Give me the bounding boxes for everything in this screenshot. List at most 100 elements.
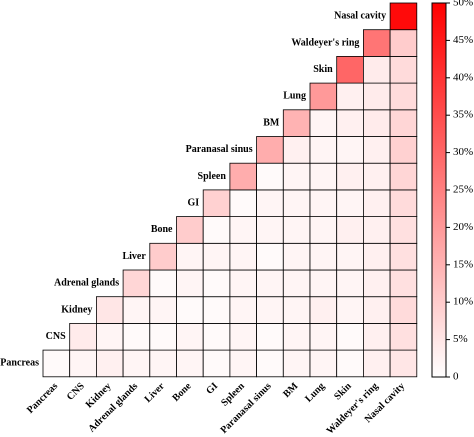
heatmap-cell — [389, 136, 418, 164]
heatmap-cell — [229, 349, 257, 378]
heatmap-cell — [96, 296, 124, 324]
heatmap-cell — [176, 269, 204, 298]
heatmap-cell — [336, 216, 364, 244]
heatmap-cell — [389, 322, 418, 351]
row-label: Paranasal sinus — [186, 144, 253, 155]
heatmap-cell — [256, 296, 284, 324]
colorbar-tick-label: 40% — [453, 71, 473, 83]
x-tick-label: Bone — [170, 380, 193, 403]
heatmap-cell — [282, 322, 311, 351]
heatmap-cell — [389, 109, 418, 137]
x-tick-label: BM — [281, 380, 301, 400]
colorbar-tick-label: 45% — [453, 34, 473, 46]
heatmap-cell — [389, 162, 418, 191]
heatmap-cell — [362, 189, 391, 217]
heatmap-cell — [202, 322, 231, 351]
heatmap-cell — [309, 296, 338, 324]
heatmap-cell — [202, 269, 231, 298]
heatmap-cell — [336, 136, 364, 164]
heatmap-cell — [309, 189, 338, 217]
row-label: Nasal cavity — [334, 11, 386, 22]
colorbar-tick-label: 30% — [453, 146, 473, 158]
heatmap-cell — [309, 136, 338, 164]
heatmap-cell — [336, 82, 364, 111]
heatmap-cell — [309, 322, 338, 351]
heatmap-cell — [389, 2, 418, 31]
heatmap-cell — [282, 189, 311, 217]
heatmap-cell — [362, 29, 391, 57]
heatmap-cell — [256, 322, 284, 351]
row-label: Pancreas — [0, 358, 39, 369]
heatmap-cell — [256, 162, 284, 191]
heatmap-cell — [229, 189, 257, 217]
heatmap-cell — [229, 216, 257, 244]
heatmap-cell — [256, 242, 284, 271]
heatmap-cell — [389, 242, 418, 271]
heatmap-cell — [389, 56, 418, 84]
heatmap-cell — [229, 242, 257, 271]
heatmap-cell — [309, 162, 338, 191]
heatmap-cell — [202, 216, 231, 244]
heatmap-cell — [282, 296, 311, 324]
x-tick-label: Liver — [143, 380, 168, 405]
colorbar-tick-label: 10% — [453, 296, 473, 308]
heatmap-cell — [149, 296, 177, 324]
heatmap-cell — [202, 349, 231, 378]
heatmap-cell — [149, 349, 177, 378]
heatmap-cell — [336, 349, 364, 378]
heatmap-cell — [309, 349, 338, 378]
heatmap-cell — [362, 242, 391, 271]
row-label: Spleen — [198, 171, 227, 182]
heatmap-cell — [389, 216, 418, 244]
heatmap-cell — [282, 269, 311, 298]
heatmap-cell — [229, 322, 257, 351]
row-label: BM — [263, 117, 280, 128]
heatmap-cell — [202, 242, 231, 271]
heatmap-cell — [282, 136, 311, 164]
heatmap-cell — [256, 216, 284, 244]
colorbar-tick-label: 5% — [453, 333, 468, 345]
heatmap-cell — [176, 322, 204, 351]
row-label: Skin — [313, 64, 333, 75]
heatmap-cell — [362, 56, 391, 84]
row-label: CNS — [46, 331, 66, 342]
heatmap-cell — [69, 322, 97, 351]
heatmap-cell — [336, 322, 364, 351]
colorbar-tick-label: 20% — [453, 221, 473, 233]
row-label: GI — [188, 198, 200, 209]
row-label: Kidney — [61, 304, 92, 315]
heatmap-cell — [282, 216, 311, 244]
heatmap-cell — [389, 296, 418, 324]
heatmap-cell — [336, 296, 364, 324]
heatmap-cell — [229, 162, 257, 191]
heatmap — [42, 2, 418, 378]
colorbar-tick-label: 50% — [453, 0, 473, 9]
heatmap-cell — [336, 242, 364, 271]
heatmap-cell — [362, 162, 391, 191]
heatmap-cell — [256, 189, 284, 217]
heatmap-cell — [282, 162, 311, 191]
x-tick-label: Skin — [332, 380, 354, 402]
heatmap-cell — [122, 322, 151, 351]
row-label: Adrenal glands — [54, 278, 119, 289]
heatmap-cell — [336, 109, 364, 137]
x-tick-label: CNS — [65, 380, 87, 402]
heatmap-cell — [282, 242, 311, 271]
heatmap-cell — [362, 349, 391, 378]
heatmap-cell — [282, 349, 311, 378]
heatmap-cell — [256, 136, 284, 164]
heatmap-cell — [309, 82, 338, 111]
heatmap-cell — [229, 269, 257, 298]
heatmap-cell — [389, 269, 418, 298]
heatmap-cell — [389, 349, 418, 378]
heatmap-cell — [69, 349, 97, 378]
heatmap-cell — [336, 269, 364, 298]
heatmap-cell — [282, 109, 311, 137]
heatmap-cell — [362, 216, 391, 244]
heatmap-cell — [309, 109, 338, 137]
heatmap-cell — [362, 322, 391, 351]
heatmap-cell — [122, 296, 151, 324]
heatmap-cell — [336, 162, 364, 191]
heatmap-cell — [149, 242, 177, 271]
